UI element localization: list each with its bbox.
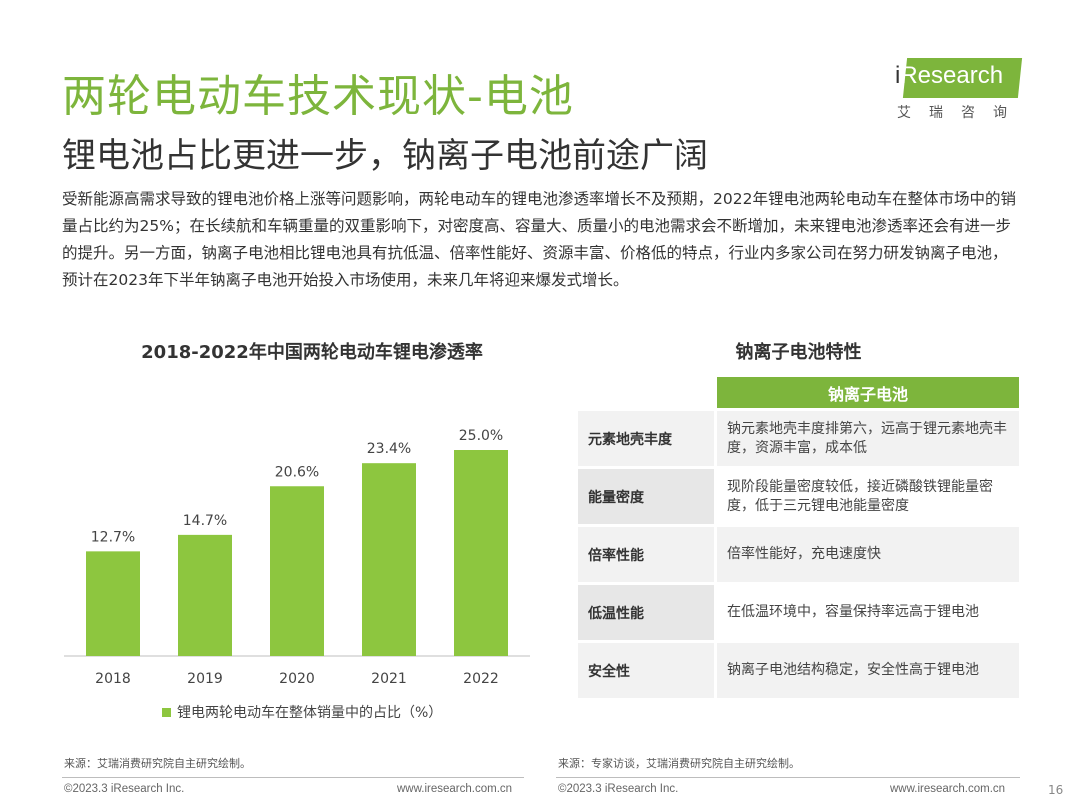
bar-2021 [362,463,416,656]
bar-2022 [454,450,508,656]
intro-paragraph: 受新能源高需求导致的锂电池价格上涨等问题影响，两轮电动车的锂电池渗透率增长不及预… [62,190,1016,289]
sodium-battery-table: 钠离子电池 元素地壳丰度 钠元素地壳丰度排第六，远高于锂元素地壳丰度，资源丰富，… [578,377,1019,698]
row-desc: 钠离子电池结构稳定，安全性高于锂电池 [714,640,1019,698]
bar-2020 [270,486,324,656]
x-tick-2022: 2022 [463,671,499,687]
table-row: 安全性 钠离子电池结构稳定，安全性高于锂电池 [578,640,1019,698]
chart-title: 2018-2022年中国两轮电动车锂电渗透率 [141,342,483,363]
source-note-left: 来源：艾瑞消费研究院自主研究绘制。 [64,757,251,770]
x-tick-2021: 2021 [371,671,407,687]
bar-2019 [178,534,232,656]
website-link-right[interactable]: www.iresearch.com.cn [890,783,1006,795]
x-tick-2020: 2020 [279,671,315,687]
table-row: 低温性能 在低温环境中，容量保持率远高于锂电池 [578,582,1019,642]
bar-2018 [86,551,140,656]
row-desc: 倍率性能好，充电速度快 [714,524,1019,584]
table-row: 能量密度 现阶段能量密度较低，接近磷酸铁锂能量密度，低于三元锂电池能量密度 [578,466,1019,526]
row-attr: 倍率性能 [578,524,716,584]
row-desc: 在低温环境中，容量保持率远高于锂电池 [714,582,1019,642]
legend-label: 锂电两轮电动车在整体销量中的占比（%） [177,705,443,721]
chart-legend: 锂电两轮电动车在整体销量中的占比（%） [162,702,442,722]
data-label-2019: 14.7% [183,513,227,529]
data-label-2021: 23.4% [367,441,411,457]
row-attr: 能量密度 [578,466,716,526]
logo-wordmark: iResearch [895,62,1004,89]
x-tick-2019: 2019 [187,671,223,687]
row-attr: 低温性能 [578,582,716,642]
table-corner [578,377,716,410]
penetration-bar-chart: 12.7% 2018 14.7% 2019 20.6% 2020 23.4% 2021 25.0… [64,428,530,687]
page-title: 两轮电动车技术现状-电池 [62,71,574,122]
row-desc: 钠元素地壳丰度排第六，远高于锂元素地壳丰度，资源丰富，成本低 [714,408,1019,468]
page-subtitle: 锂电池占比更进一步，钠离子电池前途广阔 [62,136,708,176]
row-attr: 元素地壳丰度 [578,408,716,468]
table-row: 倍率性能 倍率性能好，充电速度快 [578,524,1019,584]
page-number: 16 [1048,783,1064,797]
source-note-right: 来源：专家访谈，艾瑞消费研究院自主研究绘制。 [558,757,800,770]
footer-divider-right [556,777,1020,778]
copyright-right: ©2023.3 iResearch Inc. [558,783,679,795]
logo-cn-text: 艾瑞咨询 [897,105,1025,121]
footer-divider-left [62,777,524,778]
data-label-2020: 20.6% [275,464,319,480]
x-tick-2018: 2018 [95,671,131,687]
table-title: 钠离子电池特性 [735,342,862,363]
legend-swatch [162,707,171,717]
data-label-2022: 25.0% [459,428,503,444]
copyright-left: ©2023.3 iResearch Inc. [64,783,185,795]
website-link-left[interactable]: www.iresearch.com.cn [397,783,513,795]
data-label-2018: 12.7% [91,529,135,545]
table-row: 元素地壳丰度 钠元素地壳丰度排第六，远高于锂元素地壳丰度，资源丰富，成本低 [578,408,1019,468]
row-attr: 安全性 [578,640,716,698]
iresearch-logo: iResearch 艾瑞咨询 [895,58,1025,121]
row-desc: 现阶段能量密度较低，接近磷酸铁锂能量密度，低于三元锂电池能量密度 [714,466,1019,526]
table-column-header: 钠离子电池 [714,377,1019,410]
